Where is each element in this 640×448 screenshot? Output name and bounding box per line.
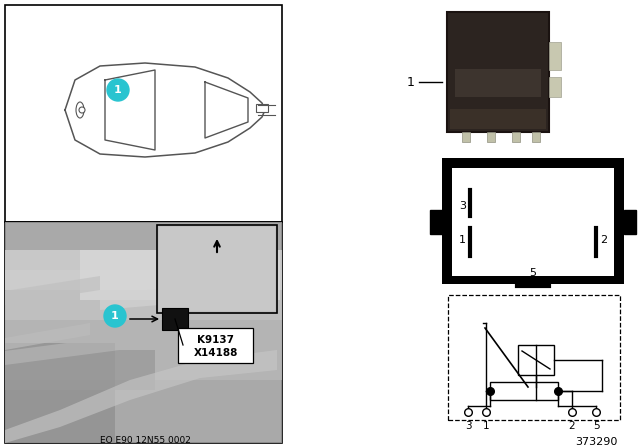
Bar [512, 132, 520, 142]
Bar [448, 295, 620, 420]
Bar [157, 225, 277, 313]
Text: 1: 1 [114, 85, 122, 95]
Circle shape [107, 79, 129, 101]
Text: 3: 3 [465, 421, 471, 431]
Bar [5, 222, 282, 443]
Circle shape [79, 107, 85, 113]
Bar [178, 328, 253, 363]
Bar [430, 210, 442, 234]
Text: 1: 1 [459, 235, 466, 245]
Bar [162, 308, 188, 330]
Bar [462, 132, 470, 142]
Text: 2: 2 [600, 235, 607, 245]
Circle shape [104, 305, 126, 327]
Text: 2: 2 [569, 421, 575, 431]
Text: 1: 1 [407, 76, 415, 89]
Bar [5, 350, 155, 390]
Ellipse shape [76, 102, 84, 118]
Bar [5, 222, 282, 443]
Text: K9137: K9137 [197, 335, 234, 345]
Text: 3: 3 [459, 201, 466, 211]
Polygon shape [60, 380, 130, 427]
Text: EO E90 12N55 0002: EO E90 12N55 0002 [100, 435, 191, 444]
Bar [159, 227, 275, 311]
Bar [532, 132, 540, 142]
Bar [256, 104, 268, 112]
Bar [80, 250, 280, 300]
Bar [455, 69, 541, 97]
Text: 1: 1 [483, 421, 490, 431]
Text: 5: 5 [529, 268, 536, 278]
Bar [624, 210, 636, 234]
Polygon shape [5, 323, 90, 350]
Bar [450, 109, 546, 129]
Polygon shape [5, 410, 60, 443]
Bar [5, 320, 282, 380]
Bar [5, 343, 115, 443]
Bar [487, 132, 495, 142]
Bar [549, 77, 561, 97]
Text: 373290: 373290 [575, 437, 618, 447]
Polygon shape [200, 350, 277, 378]
Bar [549, 42, 561, 70]
Bar [5, 5, 282, 222]
Bar [442, 158, 624, 284]
Text: X14188: X14188 [193, 348, 237, 358]
Polygon shape [5, 276, 100, 305]
Bar [5, 250, 282, 290]
Bar [490, 382, 558, 400]
Bar [452, 168, 614, 276]
Text: 1: 1 [111, 311, 119, 321]
Text: 5: 5 [593, 421, 599, 431]
Bar [518, 345, 554, 375]
Bar [5, 270, 282, 320]
Bar [447, 12, 549, 132]
Polygon shape [100, 279, 277, 310]
Polygon shape [130, 360, 200, 400]
Polygon shape [5, 336, 120, 365]
